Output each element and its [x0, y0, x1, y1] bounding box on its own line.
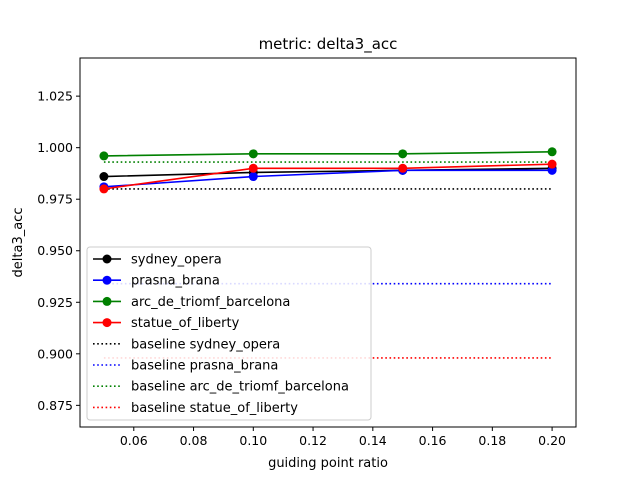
- data-point: [547, 159, 557, 169]
- y-tick-label: 0.925: [37, 295, 73, 310]
- legend-label: baseline prasna_brana: [131, 359, 278, 374]
- legend-item: baseline sydney_opera: [93, 337, 280, 352]
- series-line: [103, 163, 553, 190]
- x-tick-label: 0.12: [299, 433, 327, 448]
- data-point: [99, 184, 109, 194]
- legend-item: baseline prasna_brana: [93, 359, 278, 374]
- legend: sydney_opera prasna_brana arc_de_triomf_ba…: [86, 246, 372, 421]
- chart-title: metric: delta3_acc: [259, 35, 398, 54]
- y-tick-label: 1.025: [37, 89, 73, 104]
- y-axis-label: delta3_acc: [11, 208, 26, 278]
- series-line: [103, 167, 553, 178]
- legend-label: baseline arc_de_triomf_barcelona: [131, 380, 349, 395]
- x-axis-label: guiding point ratio: [268, 456, 388, 471]
- legend-label: baseline statue_of_liberty: [131, 401, 298, 416]
- legend-label: baseline sydney_opera: [131, 337, 280, 352]
- x-tick-label: 0.16: [419, 433, 447, 448]
- legend-marker-swatch: [102, 318, 112, 328]
- data-point: [547, 165, 557, 175]
- x-tick-label: 0.06: [120, 433, 148, 448]
- legend-item: baseline arc_de_triomf_barcelona: [93, 380, 349, 395]
- legend-marker-swatch: [102, 254, 112, 264]
- legend-label: sydney_opera: [131, 253, 222, 268]
- data-point: [99, 151, 109, 161]
- y-tick-label: 0.875: [37, 398, 73, 413]
- legend-item: arc_de_triomf_barcelona: [93, 295, 290, 310]
- legend-box: [86, 246, 372, 421]
- legend-item: prasna_brana: [93, 274, 220, 289]
- legend-item: sydney_opera: [93, 253, 222, 268]
- y-tick-label: 0.975: [37, 192, 73, 207]
- data-point: [547, 147, 557, 157]
- legend-item: baseline statue_of_liberty: [93, 401, 298, 416]
- data-point: [398, 163, 408, 173]
- x-tick-label: 0.08: [180, 433, 208, 448]
- data-point: [248, 163, 258, 173]
- legend-marker-swatch: [102, 296, 112, 306]
- y-tick-label: 0.950: [37, 243, 73, 258]
- legend-label: prasna_brana: [131, 274, 220, 289]
- x-tick-label: 0.10: [239, 433, 267, 448]
- legend-label: arc_de_triomf_barcelona: [131, 295, 290, 310]
- data-point: [248, 172, 258, 182]
- y-tick-label: 1.000: [37, 140, 73, 155]
- data-point: [248, 149, 258, 159]
- y-axis-ticks: 0.875 0.900 0.925 0.950 0.975 1.000 1.025: [37, 89, 80, 413]
- y-tick-label: 0.900: [37, 346, 73, 361]
- series-line: [103, 150, 553, 157]
- legend-label: statue_of_liberty: [131, 316, 240, 331]
- plot-frame: [79, 57, 577, 428]
- data-point: [398, 149, 408, 159]
- legend-marker-swatch: [102, 275, 112, 285]
- x-axis-ticks: 0.06 0.08 0.10 0.12 0.14 0.16 0.18 0.20: [120, 427, 566, 448]
- x-tick-label: 0.20: [538, 433, 566, 448]
- x-tick-label: 0.14: [359, 433, 387, 448]
- legend-item: statue_of_liberty: [93, 316, 240, 331]
- series-line: [103, 169, 553, 188]
- x-tick-label: 0.18: [478, 433, 506, 448]
- data-point: [99, 172, 109, 182]
